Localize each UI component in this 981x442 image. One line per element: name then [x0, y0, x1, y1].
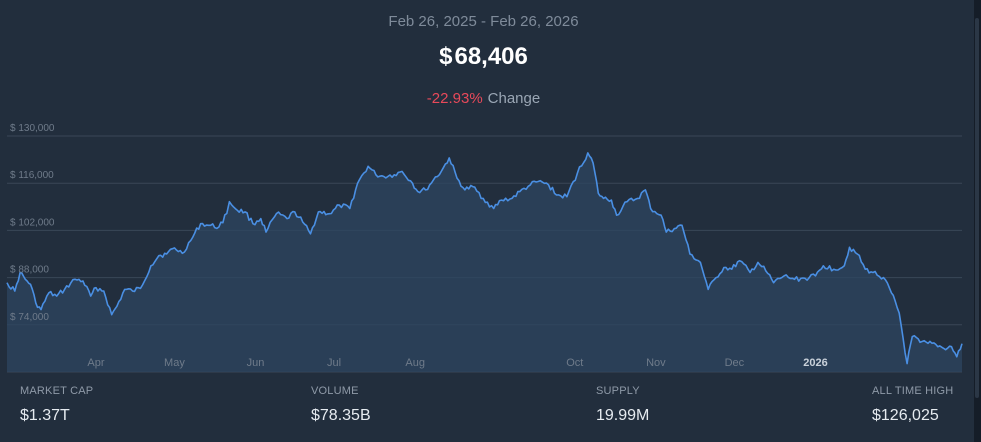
price-line[interactable]: [6, 152, 963, 365]
x-tick-label: Dec: [725, 357, 745, 369]
x-tick-label: Aug: [405, 357, 425, 369]
y-tick-label: $ 116,000: [10, 170, 54, 181]
change-percent: -22.93%: [426, 90, 483, 107]
x-tick-label: 2026: [803, 357, 827, 369]
x-tick-label: Nov: [646, 357, 666, 369]
stats-bar: MARKET CAP $1.37T VOLUME $78.35B SUPPLY …: [0, 380, 967, 442]
stat-label: ALL TIME HIGH: [872, 385, 954, 397]
stat-label: MARKET CAP: [20, 385, 94, 397]
x-tick-label: May: [164, 357, 185, 369]
y-tick-label: $ 74,000: [10, 312, 49, 323]
price-chart[interactable]: $ 74,000 $ 88,000 $ 102,000 $ 116,000 $ 130,…: [0, 110, 967, 380]
y-tick-label: $ 130,000: [10, 123, 55, 134]
x-tick-label: Oct: [566, 357, 583, 369]
x-tick-label: Jun: [247, 357, 265, 369]
price-currency-symbol: $: [439, 43, 453, 70]
price-change: -22.93% Change: [0, 90, 967, 107]
current-price: $68,406: [0, 43, 967, 71]
price-value: 68,406: [454, 43, 528, 70]
date-range[interactable]: Feb 26, 2025 - Feb 26, 2026: [388, 13, 579, 30]
change-label: Change: [487, 90, 541, 107]
stat-value: $126,025: [872, 407, 939, 424]
stat-value: $1.37T: [20, 407, 70, 424]
y-tick-label: $ 102,000: [10, 217, 55, 228]
y-tick-label: $ 88,000: [10, 265, 49, 276]
stat-value: 19.99M: [596, 407, 650, 424]
x-tick-label: Jul: [327, 357, 341, 369]
x-axis-labels: Apr May Jun Jul Aug Oct Nov Dec 2026: [87, 357, 827, 369]
y-axis-labels: $ 74,000 $ 88,000 $ 102,000 $ 116,000 $ 130,…: [10, 123, 55, 323]
scrollbar-thumb[interactable]: [975, 18, 979, 398]
x-tick-label: Apr: [87, 357, 104, 369]
stat-value: $78.35B: [311, 407, 371, 424]
stat-label: SUPPLY: [596, 385, 640, 397]
stat-label: VOLUME: [311, 385, 359, 397]
price-area-fill: [7, 152, 962, 372]
